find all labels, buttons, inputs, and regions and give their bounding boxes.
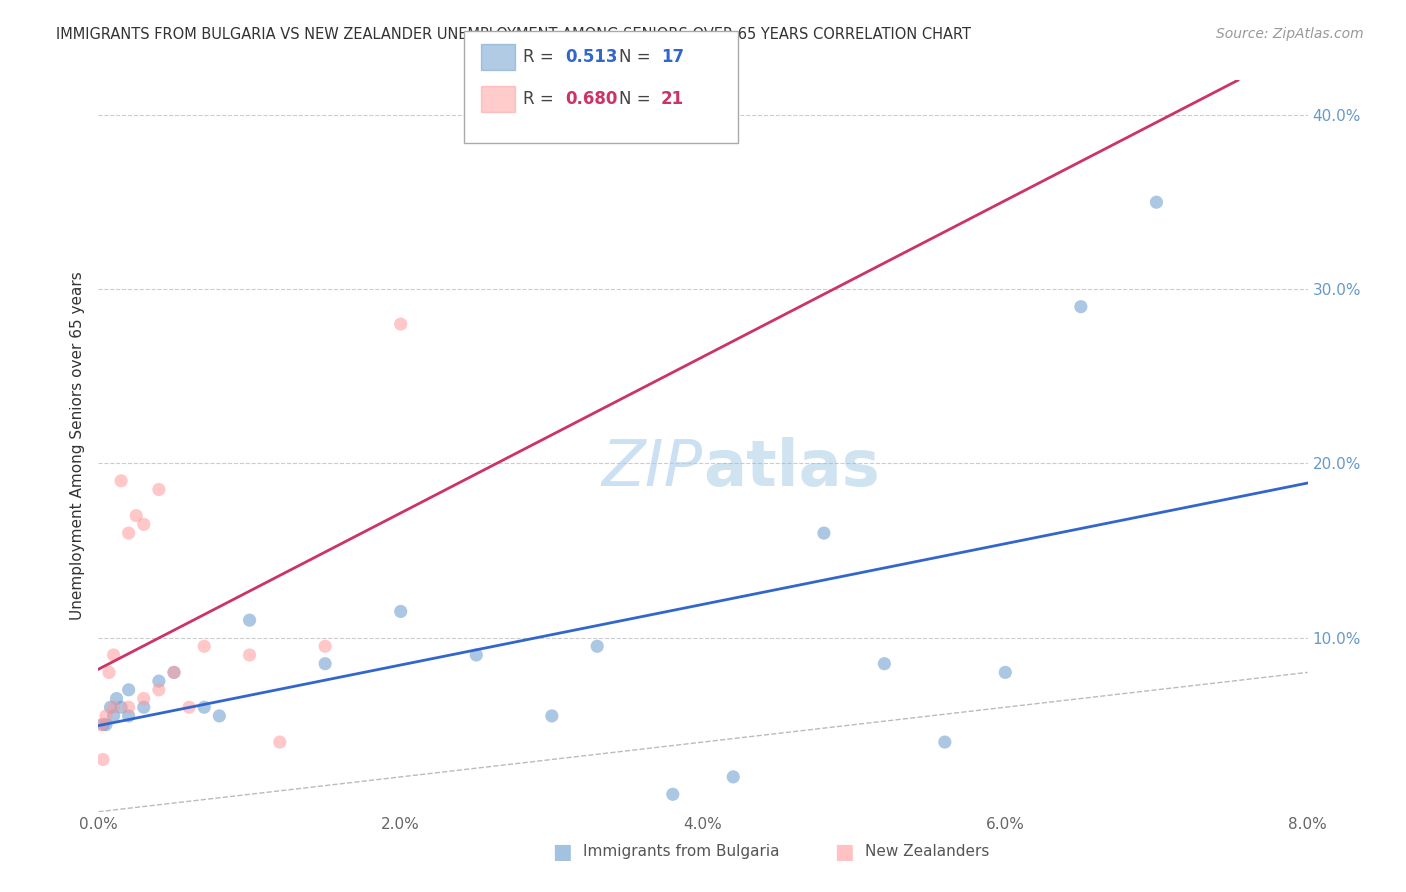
Text: ■: ■ <box>553 842 572 862</box>
Text: Source: ZipAtlas.com: Source: ZipAtlas.com <box>1216 27 1364 41</box>
Point <box>118 700 141 714</box>
Point <box>103 648 125 662</box>
Point <box>314 640 336 654</box>
Point <box>148 674 170 689</box>
Point <box>934 735 956 749</box>
Text: IMMIGRANTS FROM BULGARIA VS NEW ZEALANDER UNEMPLOYMENT AMONG SENIORS OVER 65 YEA: IMMIGRANTS FROM BULGARIA VS NEW ZEALANDE… <box>56 27 972 42</box>
Point <box>208 709 231 723</box>
Point <box>98 665 121 680</box>
Point <box>994 665 1017 680</box>
Text: ■: ■ <box>834 842 853 862</box>
Text: N =: N = <box>619 90 655 108</box>
Text: R =: R = <box>523 90 560 108</box>
Point <box>110 700 132 714</box>
Point <box>90 717 112 731</box>
Point <box>148 483 170 497</box>
Point <box>239 613 262 627</box>
Point <box>723 770 745 784</box>
Point <box>389 604 412 618</box>
Point <box>193 700 215 714</box>
Point <box>148 682 170 697</box>
Text: R =: R = <box>523 48 560 66</box>
Point <box>269 735 291 749</box>
Point <box>314 657 336 671</box>
Point <box>389 317 412 331</box>
Point <box>540 709 562 723</box>
Point <box>163 665 186 680</box>
Point <box>661 787 683 801</box>
Point <box>91 752 114 766</box>
Point <box>1070 300 1092 314</box>
Text: New Zealanders: New Zealanders <box>865 845 988 859</box>
Point <box>118 682 141 697</box>
Point <box>813 526 835 541</box>
Point <box>105 691 128 706</box>
Point <box>100 700 122 714</box>
Text: Immigrants from Bulgaria: Immigrants from Bulgaria <box>583 845 780 859</box>
Text: 17: 17 <box>661 48 683 66</box>
Text: 21: 21 <box>661 90 683 108</box>
Point <box>91 717 114 731</box>
Point <box>94 709 117 723</box>
Point <box>132 700 155 714</box>
Point <box>94 717 117 731</box>
Point <box>103 709 125 723</box>
Text: atlas: atlas <box>703 437 880 499</box>
Point <box>125 508 148 523</box>
Point <box>1146 195 1168 210</box>
Point <box>586 640 609 654</box>
Text: ZIP: ZIP <box>602 437 703 499</box>
Point <box>465 648 488 662</box>
Point <box>118 526 141 541</box>
Point <box>239 648 262 662</box>
Point <box>132 691 155 706</box>
Point <box>103 700 125 714</box>
Y-axis label: Unemployment Among Seniors over 65 years: Unemployment Among Seniors over 65 years <box>69 272 84 620</box>
Point <box>193 640 215 654</box>
Point <box>132 517 155 532</box>
Text: 0.680: 0.680 <box>565 90 617 108</box>
Point <box>873 657 896 671</box>
Text: N =: N = <box>619 48 655 66</box>
Text: 0.513: 0.513 <box>565 48 617 66</box>
Point <box>163 665 186 680</box>
Point <box>110 474 132 488</box>
Point <box>118 709 141 723</box>
Point <box>179 700 201 714</box>
